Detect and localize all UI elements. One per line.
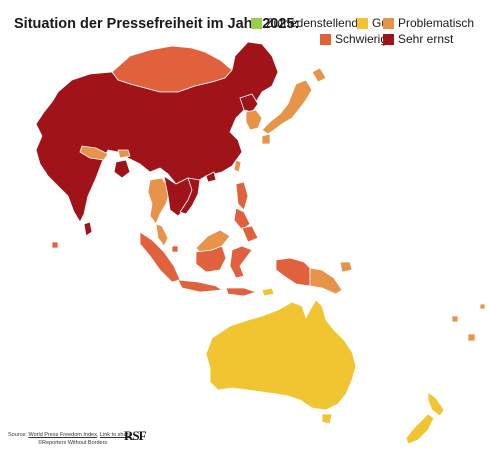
region-java [177,279,223,293]
share-link[interactable]: Link to share [99,432,132,438]
region-maldives [51,241,59,249]
legend-item-zufriedenstellend: Zufriedenstellend [251,16,358,30]
region-tasmania [321,413,333,425]
footer-source-prefix: Source: [8,432,29,438]
region-china-central-asia [35,41,279,223]
region-north-korea [239,93,259,113]
region-japan [261,79,313,135]
region-sri-lanka [83,221,93,237]
region-lesser-sunda [225,287,257,297]
legend-swatch-problematisch [383,17,394,29]
legend-label-problematisch: Problematisch [398,16,475,30]
region-malaysia-peninsula [155,223,169,247]
footer-copyright: ©Reporters Without Borders [38,440,108,446]
region-bangladesh [113,159,131,179]
footer-source: Source: World Press Freedom Index, Link … [8,432,131,438]
legend-label-sehr-ernst: Sehr ernst [398,32,454,46]
region-fiji [467,333,476,342]
region-papua-new-guinea [309,267,343,295]
region-philippines-mindanao [241,225,259,243]
region-timor-leste [261,287,275,297]
region-new-zealand-north [427,391,445,417]
rsf-logo: RSF [124,428,147,443]
region-philippines-luzon [235,181,249,211]
region-taiwan [233,159,242,173]
legend-swatch-zufriedenstellend [251,17,262,29]
region-japan-kyushu [261,133,271,145]
region-new-zealand-south [405,413,435,445]
legend-item-problematisch: Problematisch [383,16,474,30]
region-australia [205,299,357,411]
region-borneo-indonesia [195,245,227,273]
region-sumatra [139,231,181,283]
region-solomon-islands [451,315,459,323]
legend-item-sehr-ernst: Sehr ernst [383,32,453,46]
legend-item-schwierig: Schwierig [320,32,387,46]
legend-label-schwierig: Schwierig [335,32,388,46]
legend-swatch-schwierig [320,33,331,45]
source-link[interactable]: World Press Freedom Index [28,432,97,438]
region-sulawesi [229,245,253,279]
map-title: Situation der Pressefreiheit im Jahr 202… [14,16,300,32]
region-micronesia [339,261,353,273]
legend-swatch-gut [357,17,368,29]
legend-swatch-sehr-ernst [383,33,394,45]
region-south-korea [245,109,263,131]
region-bhutan [117,149,131,159]
footer-separator: , [96,432,100,438]
region-hong-kong [205,171,217,183]
region-nepal [79,145,109,161]
legend-label-zufriedenstellend: Zufriedenstellend [266,16,359,30]
region-japan-hokkaido [311,67,327,83]
region-samoa [479,303,486,310]
region-papua-indonesia [275,257,311,287]
region-vietnam [179,177,201,215]
region-palau [171,245,179,253]
